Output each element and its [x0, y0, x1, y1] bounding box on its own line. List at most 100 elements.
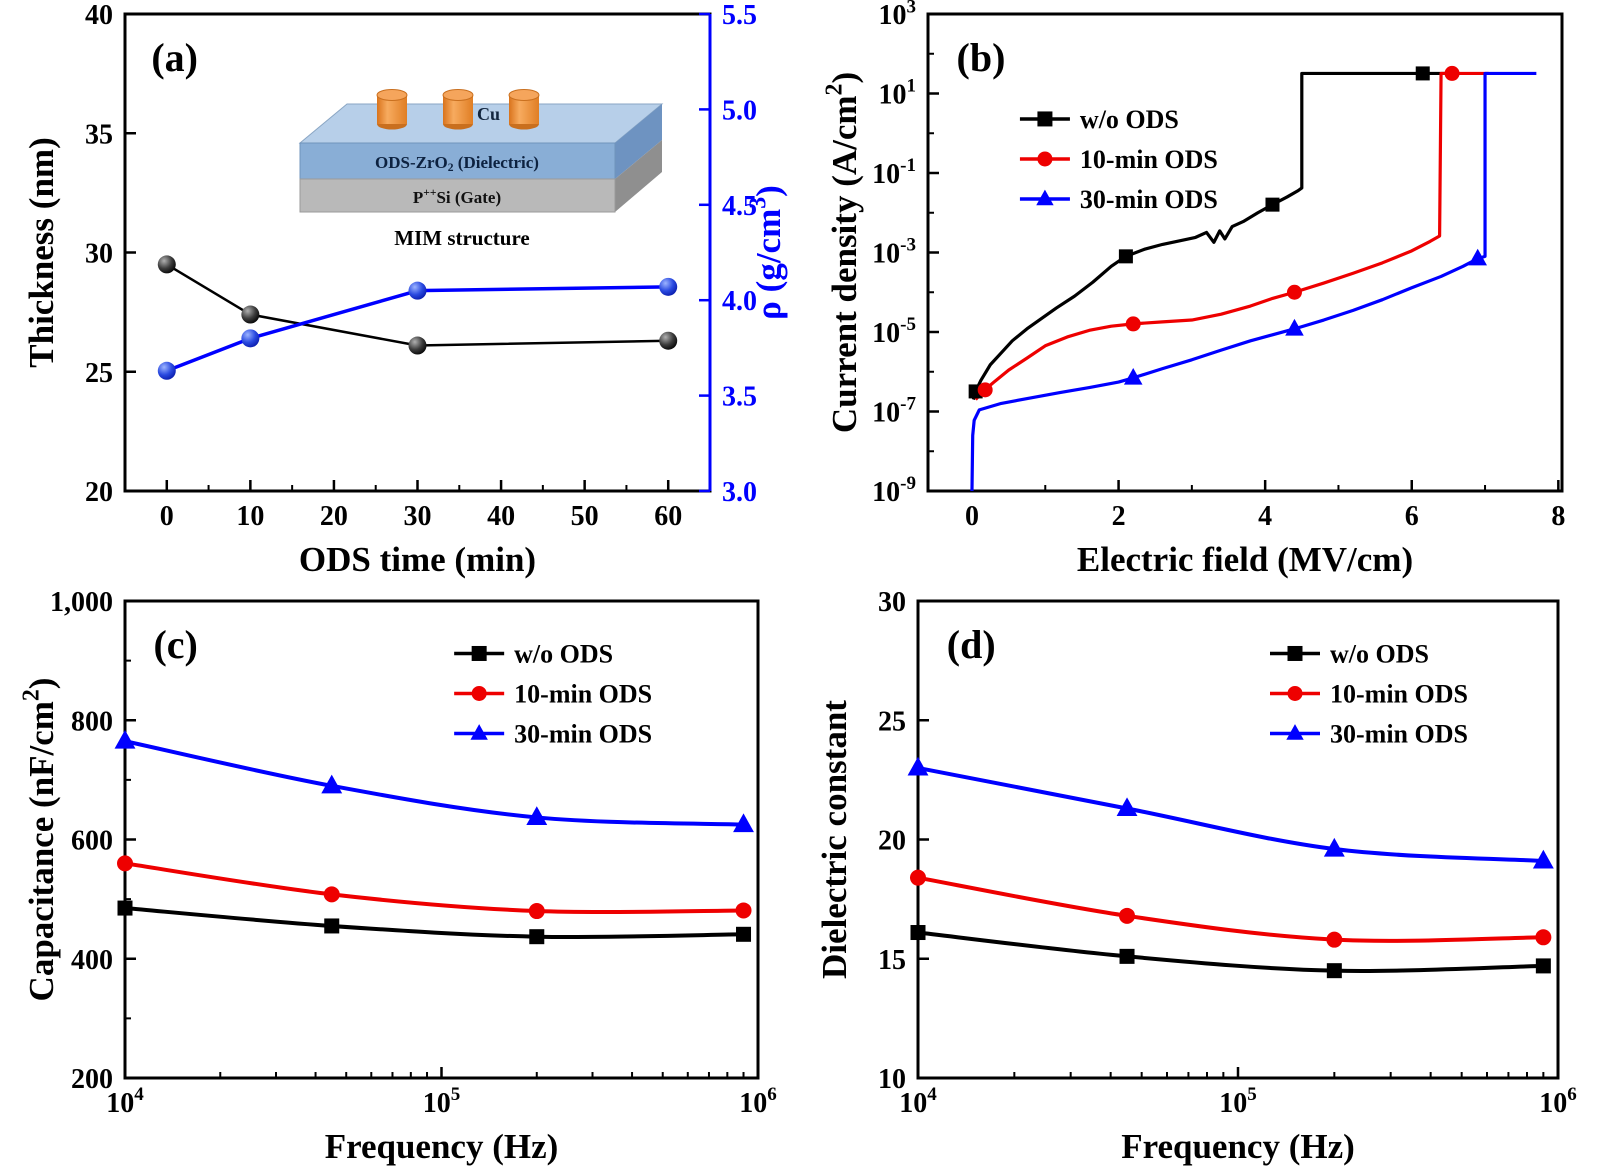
y2-tick-label: 3.5 — [722, 382, 757, 413]
marker-square — [1265, 197, 1280, 212]
y-tick-label: 10-5 — [872, 314, 916, 349]
panel-c-capacitance-chart: 104 105 106 200 400 600 800 1,000 Frequency (Hz)… — [0, 587, 800, 1174]
y-tick-label: 800 — [71, 706, 113, 737]
marker-square — [1119, 948, 1135, 964]
y2-tick-label: 5.0 — [722, 95, 757, 126]
y-axis-label: Dielectric constant — [815, 700, 854, 979]
y2-tick-label: 3.0 — [722, 477, 757, 508]
x-tick-label: 104 — [106, 1084, 144, 1119]
marker-sphere-blue — [241, 329, 260, 348]
y-axis-label: Current density (A/cm2) — [821, 72, 864, 433]
panel-b-current-density-chart: 0 2 4 6 8 103 101 10-1 10-3 10-5 10-7 10-9 Electric … — [800, 0, 1600, 587]
x-tick-label: 0 — [160, 501, 174, 532]
x-tick-label: 104 — [899, 1084, 937, 1119]
legend-label: 10-min ODS — [1330, 679, 1468, 708]
marker-circle — [977, 382, 993, 398]
chart-svg-d: 104 105 106 10 15 20 25 30 Frequency (Hz) Dielect… — [815, 587, 1577, 1166]
marker-circle — [471, 685, 487, 701]
cu-cylinder-top — [508, 89, 540, 101]
x-tick-label: 8 — [1551, 501, 1565, 532]
legend-label: 10-min ODS — [514, 679, 652, 708]
y-tick-label: 200 — [71, 1064, 113, 1095]
marker-circle — [1326, 931, 1343, 948]
mim-caption: MIM structure — [394, 226, 530, 250]
marker-sphere-blue — [408, 281, 427, 300]
y-axis-label: Capacitance (nF/cm2) — [18, 678, 61, 1002]
y-tick-label: 400 — [71, 945, 113, 976]
marker-triangle — [1286, 724, 1304, 740]
series-30min-ods — [970, 71, 1537, 492]
y-tick-label: 30 — [878, 587, 906, 618]
y-tick-label: 10 — [878, 1064, 906, 1095]
x-tick-label: 106 — [1539, 1084, 1577, 1119]
marker-square — [1287, 645, 1303, 661]
x-axis-label: Frequency (Hz) — [325, 1127, 559, 1166]
y-tick-label: 10-1 — [872, 155, 916, 190]
y-axis-label: Thickness (nm) — [22, 137, 61, 367]
x-tick-label: 10 — [236, 501, 264, 532]
series-10min-ods — [917, 875, 1544, 943]
chart-svg-c: 104 105 106 200 400 600 800 1,000 Frequency (Hz)… — [18, 587, 776, 1166]
y-tick-label: 20 — [85, 477, 113, 508]
marker-sphere-blue — [659, 277, 678, 296]
marker-circle — [735, 902, 752, 919]
series-30min-ods — [917, 765, 1544, 863]
marker-triangle — [1468, 248, 1487, 266]
x-axis-label: ODS time (min) — [299, 540, 536, 579]
legend-label: 30-min ODS — [1330, 719, 1468, 748]
marker-sphere-black — [408, 336, 427, 355]
y-tick-label: 20 — [878, 826, 906, 857]
y-tick-label: 10-9 — [872, 473, 916, 508]
marker-square — [1118, 249, 1133, 264]
y-tick-label: 101 — [878, 76, 916, 111]
marker-triangle — [1116, 797, 1138, 817]
panel-a-thickness-density-chart: 0 10 20 30 40 50 60 20 25 30 35 40 ODS time (min) Thi… — [0, 0, 800, 587]
marker-square — [1535, 958, 1551, 974]
marker-triangle — [1036, 189, 1054, 206]
x-tick-label: 2 — [1112, 501, 1126, 532]
y2-tick-label: 5.5 — [722, 0, 757, 31]
marker-circle — [1286, 284, 1302, 300]
series-10min-ods — [124, 861, 744, 915]
mim-structure-inset: Cu ODS-ZrO2 (Dielectric) P++Si (Gate) MIM s… — [298, 89, 664, 250]
y-tick-label: 25 — [878, 706, 906, 737]
marker-square — [1326, 963, 1342, 979]
gate-side-face — [615, 140, 662, 212]
x-tick-label: 30 — [404, 501, 432, 532]
y-tick-label: 25 — [85, 358, 113, 389]
marker-circle — [1287, 685, 1303, 701]
dielectric-side-face — [615, 104, 662, 179]
marker-square — [1415, 66, 1430, 81]
x-tick-label: 105 — [1219, 1084, 1257, 1119]
series-thickness — [166, 263, 669, 347]
marker-square — [117, 900, 133, 916]
legend-label: w/o ODS — [514, 639, 613, 668]
x-tick-label: 6 — [1405, 501, 1419, 532]
x-tick-label: 40 — [487, 501, 515, 532]
marker-triangle — [1323, 837, 1345, 857]
marker-triangle — [1532, 849, 1554, 869]
plot-frame — [926, 12, 1564, 493]
series-wo-ods — [917, 930, 1544, 973]
y-tick-label: 10-3 — [872, 235, 916, 270]
x-axis-label: Electric field (MV/cm) — [1077, 540, 1413, 579]
marker-square — [324, 918, 340, 934]
marker-square — [1037, 111, 1053, 127]
y-tick-label: 35 — [85, 119, 113, 150]
plot-frame — [123, 12, 712, 493]
cu-cylinder-top — [442, 89, 474, 101]
cu-cylinder-top — [376, 89, 408, 101]
plot-frame — [123, 599, 760, 1080]
marker-circle — [910, 869, 926, 886]
marker-sphere-black — [241, 305, 260, 324]
chart-svg-a: 0 10 20 30 40 50 60 20 25 30 35 40 ODS time (min) Thi… — [22, 0, 788, 579]
dielectric-label: ODS-ZrO2 (Dielectric) — [375, 153, 539, 174]
marker-square — [736, 926, 752, 942]
series-density — [166, 285, 669, 373]
marker-circle — [1125, 316, 1141, 332]
x-axis-label: Frequency (Hz) — [1121, 1127, 1355, 1166]
cu-label: Cu — [477, 104, 500, 124]
y-tick-label: 600 — [71, 826, 113, 857]
marker-triangle — [1285, 318, 1304, 336]
